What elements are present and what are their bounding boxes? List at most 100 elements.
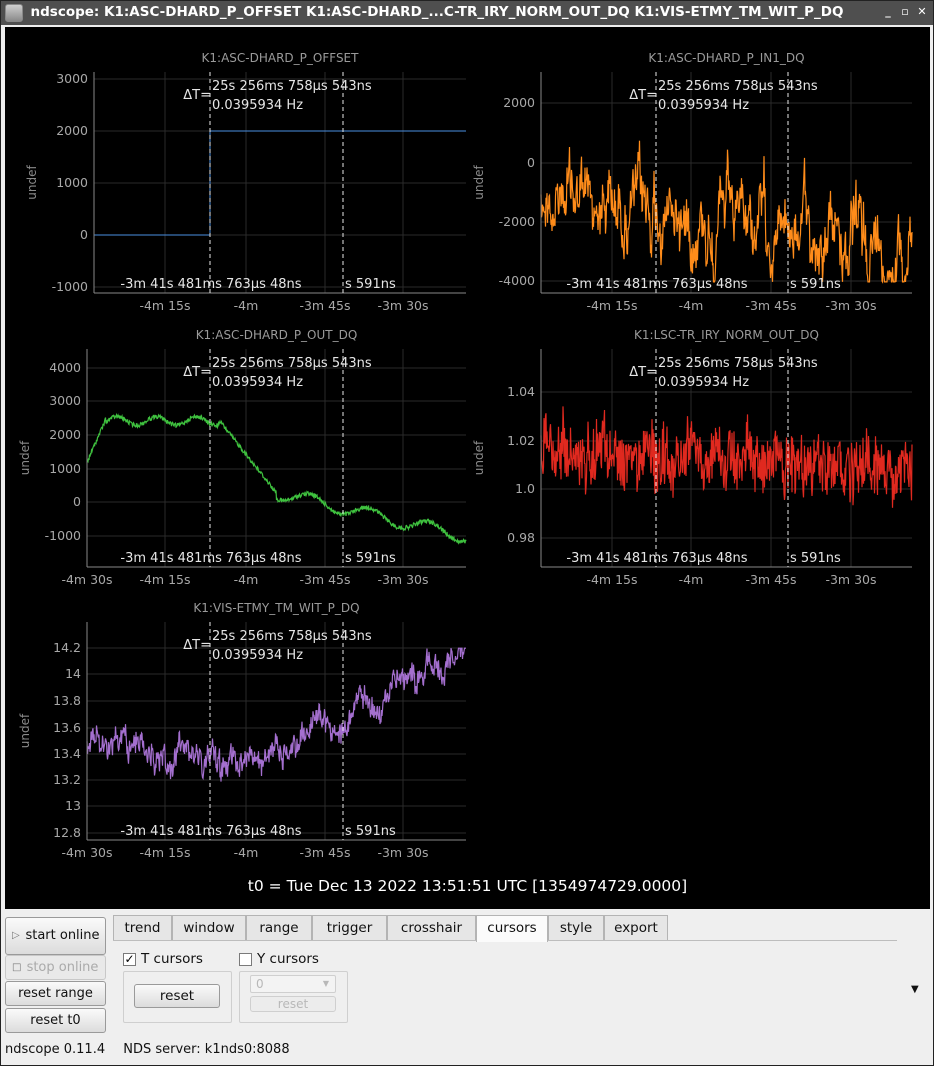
stop-online-button[interactable]: □ stop online — [5, 955, 106, 980]
delta-t-value: 25s 256ms 758µs 543ns — [212, 629, 372, 644]
start-online-button[interactable]: ▷ start online — [5, 917, 106, 955]
trace-line — [540, 406, 913, 508]
start-online-label: start online — [25, 928, 100, 943]
y-tick-label: 2000 — [49, 427, 81, 442]
reset-range-button[interactable]: reset range — [5, 981, 106, 1006]
tab-trigger[interactable]: trigger — [312, 915, 387, 941]
play-icon: ▷ — [12, 930, 20, 941]
y-tick-label: 1000 — [49, 461, 81, 476]
stop-icon: □ — [12, 962, 22, 973]
x-tick-label: -4m 15s — [586, 572, 637, 587]
x-tick-label: -3m 45s — [299, 572, 350, 587]
x-tick-label: -3m 45s — [299, 298, 350, 313]
cursor1-time-readout: -3m 41s 481ms 763µs 48ns — [120, 824, 301, 839]
x-tick-label: -3m 30s — [377, 572, 428, 587]
cursor1-time-readout: -3m 41s 481ms 763µs 48ns — [120, 551, 301, 566]
trace-line — [86, 412, 467, 545]
y-cursor-trace-select[interactable]: 0 ▼ — [250, 975, 336, 993]
x-tick-label: -4m — [679, 572, 704, 587]
delta-t-label: ΔT= — [629, 365, 657, 380]
delta-t-value: 25s 256ms 758µs 543ns — [212, 356, 372, 371]
tab-trend[interactable]: trend — [113, 915, 172, 941]
tab-crosshair[interactable]: crosshair — [387, 915, 476, 941]
plot-title: K1:LSC-TR_IRY_NORM_OUT_DQ — [634, 328, 819, 342]
y-cursors-checkbox[interactable] — [239, 953, 252, 966]
delta-t-label: ΔT= — [183, 365, 211, 380]
minimize-icon[interactable]: _ — [885, 5, 891, 18]
x-tick-label: -3m 30s — [825, 572, 876, 587]
y-axis-label: undef — [18, 440, 32, 475]
y-tick-label: 14.2 — [53, 640, 81, 655]
frequency-readout: 0.0395934 Hz — [212, 375, 303, 390]
y-tick-label: 1000 — [56, 175, 88, 190]
y-tick-label: 13.6 — [53, 720, 81, 735]
delta-t-label: ΔT= — [629, 88, 657, 103]
maximize-icon[interactable]: ▫ — [901, 5, 909, 18]
x-tick-label: -3m 30s — [377, 298, 428, 313]
y-tick-label: -4000 — [499, 273, 535, 288]
x-tick-label: -4m — [234, 298, 259, 313]
cursor1-time-readout: -3m 41s 481ms 763µs 48ns — [120, 277, 301, 292]
y-cursors-reset-button[interactable]: reset — [250, 996, 336, 1012]
frequency-readout: 0.0395934 Hz — [658, 375, 749, 390]
x-tick-label: -4m 30s — [61, 572, 112, 587]
cursor2-time-readout: s 591ns — [345, 551, 396, 566]
frequency-readout: 0.0395934 Hz — [658, 98, 749, 113]
y-tick-label: 3000 — [56, 71, 88, 86]
delta-t-value: 25s 256ms 758µs 543ns — [658, 79, 818, 94]
reset-t0-button[interactable]: reset t0 — [5, 1008, 106, 1033]
y-tick-label: 1.04 — [507, 384, 535, 399]
t-cursors-group — [123, 971, 232, 1023]
tab-window[interactable]: window — [172, 915, 246, 941]
cursor2-time-readout: s 591ns — [345, 277, 396, 292]
x-tick-label: -4m 15s — [586, 298, 637, 313]
t0-label: t0 = Tue Dec 13 2022 13:51:51 UTC [13549… — [247, 877, 688, 895]
y-axis-label: undef — [472, 165, 486, 200]
trace-line — [540, 140, 913, 284]
title-bar: ndscope: K1:ASC-DHARD_P_OFFSET K1:ASC-DH… — [1, 1, 933, 25]
x-tick-label: -3m 45s — [745, 298, 796, 313]
tab-style[interactable]: style — [548, 915, 604, 941]
cursor1-time-readout: -3m 41s 481ms 763µs 48ns — [566, 277, 747, 292]
x-tick-label: -3m 45s — [299, 845, 350, 860]
y-tick-label: -2000 — [499, 214, 535, 229]
y-tick-label: 1.0 — [515, 481, 535, 496]
t-cursors-reset-button[interactable]: reset — [134, 984, 220, 1008]
overflow-arrow-icon[interactable]: ▼ — [911, 984, 919, 995]
frequency-readout: 0.0395934 Hz — [212, 648, 303, 663]
x-tick-label: -3m 45s — [745, 572, 796, 587]
tab-range[interactable]: range — [246, 915, 312, 941]
nds-server-label: NDS server: k1nds0:8088 — [123, 1042, 290, 1057]
cursor2-time-readout: s 591ns — [345, 824, 396, 839]
x-tick-label: -4m 15s — [139, 845, 190, 860]
close-icon[interactable]: ✕ — [917, 5, 927, 18]
y-tick-label: 0 — [73, 494, 81, 509]
y-tick-label: 13.8 — [53, 693, 81, 708]
y-tick-label: 13.4 — [53, 746, 81, 761]
y-tick-label: 3000 — [49, 393, 81, 408]
t-cursors-checkbox[interactable]: ✓ — [123, 952, 136, 966]
cursor2-time-readout: s 591ns — [790, 277, 841, 292]
y-tick-label: 2000 — [56, 123, 88, 138]
x-tick-label: -4m 30s — [61, 845, 112, 860]
y-tick-label: 0.98 — [507, 530, 535, 545]
plot-area[interactable]: K1:ASC-DHARD_P_OFFSET undef 3000 2000 1000 0 -… — [5, 27, 930, 909]
delta-t-value: 25s 256ms 758µs 543ns — [658, 356, 818, 371]
x-tick-label: -4m 15s — [139, 298, 190, 313]
stop-online-label: stop online — [26, 960, 99, 975]
tab-export[interactable]: export — [604, 915, 668, 941]
version-label: ndscope 0.11.4 — [5, 1042, 106, 1057]
x-tick-label: -4m — [234, 845, 259, 860]
frequency-readout: 0.0395934 Hz — [212, 98, 303, 113]
tab-cursors[interactable]: cursors — [476, 915, 548, 942]
y-tick-label: 0 — [80, 227, 88, 242]
y-tick-label: 1.02 — [507, 433, 535, 448]
y-tick-label: -1000 — [52, 279, 88, 294]
